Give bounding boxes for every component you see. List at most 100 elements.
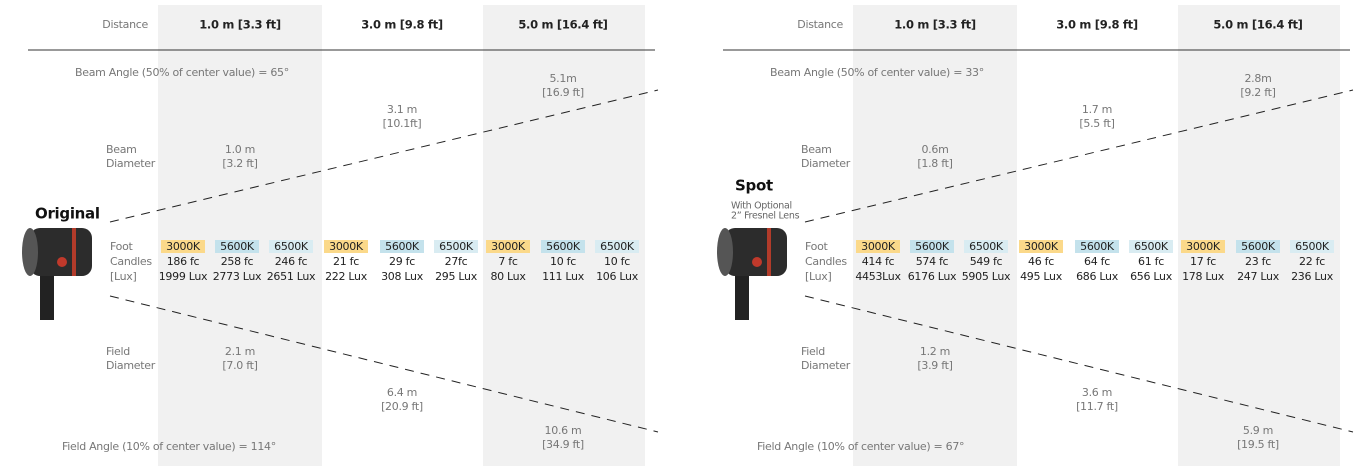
lux: 6176 Lux: [908, 270, 957, 283]
field-diameter-label: Field: [801, 345, 825, 358]
lux: 80 Lux: [490, 270, 526, 283]
temp: 5600K: [546, 240, 581, 253]
column-shade: [483, 5, 645, 466]
beam-diameter: 2.8m: [1244, 72, 1271, 85]
lamp-icon: [717, 228, 787, 320]
lux: 308 Lux: [381, 270, 424, 283]
foot-candles: 61 fc: [1138, 255, 1164, 268]
temp-badge: [324, 240, 368, 253]
temp-badge: [434, 240, 478, 253]
beam-diameter: [9.2 ft]: [1240, 86, 1275, 99]
temp: 3000K: [329, 240, 364, 253]
panel-subtitle: With Optional: [731, 201, 792, 212]
foot-candles: 46 fc: [1028, 255, 1054, 268]
temp: 6500K: [969, 240, 1004, 253]
foot-candles: 258 fc: [221, 255, 254, 268]
foot-candles: 549 fc: [970, 255, 1003, 268]
temp: 6500K: [600, 240, 635, 253]
temp-badge: [486, 240, 530, 253]
temp-badge: [1236, 240, 1280, 253]
temp: 5600K: [1241, 240, 1276, 253]
lux: 2651 Lux: [267, 270, 316, 283]
foot-candles: 7 fc: [498, 255, 517, 268]
beam-edge: [109, 89, 659, 223]
output-label: Candles: [805, 255, 847, 268]
lamp-ring: [767, 228, 771, 276]
foot-candles: 22 fc: [1299, 255, 1325, 268]
foot-candles: 23 fc: [1245, 255, 1271, 268]
lux: 686 Lux: [1076, 270, 1119, 283]
column-header: 3.0 m [9.8 ft]: [361, 18, 443, 32]
field-diameter: [11.7 ft]: [1076, 400, 1118, 413]
field-diameter-label: Field: [106, 345, 130, 358]
lamp-ring: [72, 228, 76, 276]
column-header: 3.0 m [9.8 ft]: [1056, 18, 1138, 32]
temp: 5600K: [385, 240, 420, 253]
lux: 111 Lux: [542, 270, 585, 283]
beam-diameter: 1.7 m: [1082, 103, 1112, 116]
beam-diameter-label: Beam: [106, 143, 137, 156]
lamp-icon: [22, 228, 92, 320]
beam-diameter-label: Diameter: [106, 157, 156, 170]
lux: 295 Lux: [435, 270, 478, 283]
lux: 236 Lux: [1291, 270, 1334, 283]
beam-edge: [804, 89, 1354, 223]
foot-candles: 186 fc: [167, 255, 200, 268]
lux: 1999 Lux: [159, 270, 208, 283]
temp-badge: [595, 240, 639, 253]
lux: 2773 Lux: [213, 270, 262, 283]
temp-badge: [1129, 240, 1173, 253]
output-label: [Lux]: [110, 270, 137, 283]
temp-badge: [856, 240, 900, 253]
field-edge: [804, 295, 1354, 433]
field-diameter: [34.9 ft]: [542, 438, 584, 451]
beam-diameter: 0.6m: [921, 143, 948, 156]
temp-badge: [1290, 240, 1334, 253]
lamp-yoke: [735, 270, 749, 320]
temp: 6500K: [1295, 240, 1330, 253]
column-header: 1.0 m [3.3 ft]: [199, 18, 281, 32]
panel-title: Original: [35, 205, 100, 223]
lamp-yoke: [40, 270, 54, 320]
beam-diameter-label: Beam: [801, 143, 832, 156]
output-label: Foot: [805, 240, 828, 253]
field-diameter: 10.6 m: [545, 424, 582, 437]
temp: 3000K: [491, 240, 526, 253]
temp-badge: [215, 240, 259, 253]
panel: Distance 1.0 m [3.3 ft] 3.0 m [9.8 ft] 5.0 …: [717, 5, 1354, 466]
beam-diameter: [16.9 ft]: [542, 86, 584, 99]
temp: 5600K: [915, 240, 950, 253]
temp-badge: [1019, 240, 1063, 253]
beam-angle: Beam Angle (50% of center value) = 33°: [770, 66, 984, 79]
temp-badge: [541, 240, 585, 253]
beam-diameter: 1.0 m: [225, 143, 255, 156]
temp: 3000K: [861, 240, 896, 253]
foot-candles: 10 fc: [604, 255, 630, 268]
field-diameter-label: Diameter: [106, 359, 156, 372]
beam-diameter: [5.5 ft]: [1079, 117, 1114, 130]
field-diameter: 5.9 m: [1243, 424, 1273, 437]
temp: 6500K: [274, 240, 309, 253]
field-diameter: 3.6 m: [1082, 386, 1112, 399]
foot-candles: 10 fc: [550, 255, 576, 268]
foot-candles: 27fc: [445, 255, 468, 268]
beam-diameter: 3.1 m: [387, 103, 417, 116]
column-header: 5.0 m [16.4 ft]: [1213, 18, 1302, 32]
field-diameter: [19.5 ft]: [1237, 438, 1279, 451]
temp-badge: [1075, 240, 1119, 253]
distance-label: Distance: [102, 18, 148, 31]
temp: 5600K: [220, 240, 255, 253]
temp: 6500K: [1134, 240, 1169, 253]
lamp-front: [22, 228, 38, 276]
foot-candles: 21 fc: [333, 255, 359, 268]
lux: 4453Lux: [855, 270, 901, 283]
column-shade: [853, 5, 1017, 466]
foot-candles: 64 fc: [1084, 255, 1110, 268]
foot-candles: 414 fc: [862, 255, 895, 268]
field-angle: Field Angle (10% of center value) = 67°: [757, 440, 964, 453]
lux: 106 Lux: [596, 270, 639, 283]
foot-candles: 17 fc: [1190, 255, 1216, 268]
lux: 656 Lux: [1130, 270, 1173, 283]
foot-candles: 574 fc: [916, 255, 949, 268]
